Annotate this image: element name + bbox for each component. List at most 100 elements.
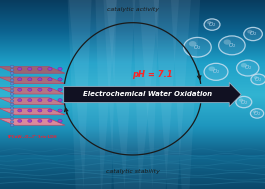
Circle shape [48, 109, 52, 112]
Circle shape [209, 67, 215, 71]
Polygon shape [0, 108, 65, 115]
Polygon shape [171, 0, 200, 189]
Circle shape [253, 110, 257, 113]
Circle shape [236, 96, 252, 108]
Circle shape [18, 67, 22, 70]
Polygon shape [0, 67, 65, 73]
Circle shape [38, 119, 42, 122]
Circle shape [10, 79, 14, 82]
Circle shape [204, 19, 220, 30]
Polygon shape [95, 0, 117, 189]
Text: catalytic stability: catalytic stability [106, 170, 160, 174]
Circle shape [10, 93, 14, 95]
Text: $O_2$: $O_2$ [193, 43, 202, 52]
Circle shape [28, 99, 32, 102]
Circle shape [10, 89, 14, 92]
Text: $O_2$: $O_2$ [240, 98, 248, 107]
Circle shape [28, 119, 32, 122]
Circle shape [219, 36, 245, 55]
Circle shape [10, 100, 14, 102]
Polygon shape [0, 155, 265, 189]
Circle shape [222, 90, 227, 94]
Text: $O_2$: $O_2$ [224, 90, 232, 99]
Circle shape [10, 110, 14, 113]
Circle shape [224, 40, 231, 45]
Polygon shape [106, 0, 159, 189]
Circle shape [250, 109, 264, 118]
Circle shape [10, 107, 14, 110]
Text: $O_2$: $O_2$ [254, 75, 263, 84]
Circle shape [10, 124, 14, 127]
Circle shape [247, 30, 253, 34]
Circle shape [254, 76, 258, 79]
Circle shape [18, 78, 22, 81]
Circle shape [10, 103, 14, 106]
Polygon shape [0, 119, 65, 125]
Text: $O_2$: $O_2$ [212, 67, 220, 76]
Circle shape [48, 78, 52, 81]
Circle shape [10, 82, 14, 85]
Circle shape [38, 78, 42, 81]
Circle shape [10, 97, 14, 99]
Circle shape [195, 90, 208, 99]
Circle shape [48, 67, 52, 70]
Circle shape [48, 88, 52, 91]
Text: $O_2$: $O_2$ [197, 90, 206, 99]
Circle shape [207, 21, 211, 24]
Polygon shape [0, 98, 65, 105]
Circle shape [38, 88, 42, 91]
Text: catalytic activity: catalytic activity [107, 7, 158, 12]
Circle shape [58, 67, 62, 70]
Circle shape [10, 86, 14, 89]
Polygon shape [132, 0, 159, 189]
Circle shape [38, 109, 42, 112]
Circle shape [48, 119, 52, 122]
Circle shape [218, 87, 238, 102]
Circle shape [28, 109, 32, 112]
Circle shape [237, 60, 259, 76]
Circle shape [197, 91, 201, 94]
Text: Electrochemical Water Oxidation: Electrochemical Water Oxidation [83, 91, 212, 98]
Polygon shape [68, 0, 91, 189]
Circle shape [18, 99, 22, 102]
Text: pH = 7.1: pH = 7.1 [132, 70, 173, 79]
Polygon shape [69, 0, 117, 189]
Text: [PCnW₁₁O₃₉]⁸⁻/Iris-LDH: [PCnW₁₁O₃₉]⁸⁻/Iris-LDH [7, 135, 57, 139]
Circle shape [204, 63, 228, 80]
Circle shape [10, 113, 14, 116]
Circle shape [18, 88, 22, 91]
Polygon shape [103, 0, 135, 189]
Circle shape [38, 99, 42, 102]
Circle shape [10, 69, 14, 71]
Circle shape [58, 109, 62, 112]
Polygon shape [139, 0, 179, 189]
Circle shape [244, 27, 262, 41]
Circle shape [28, 78, 32, 81]
Circle shape [28, 67, 32, 70]
Text: $O_2$: $O_2$ [208, 20, 216, 29]
Circle shape [251, 74, 265, 85]
Circle shape [58, 78, 62, 81]
Polygon shape [0, 77, 65, 84]
Circle shape [58, 99, 62, 102]
Circle shape [10, 65, 14, 68]
Circle shape [10, 121, 14, 123]
Text: $O_2$: $O_2$ [249, 29, 257, 39]
Circle shape [10, 76, 14, 78]
Polygon shape [0, 87, 65, 94]
Text: $O_2$: $O_2$ [228, 41, 236, 50]
Circle shape [10, 72, 14, 74]
Circle shape [38, 67, 42, 70]
FancyArrow shape [64, 82, 241, 107]
Circle shape [58, 119, 62, 122]
Text: $O_2$: $O_2$ [253, 109, 261, 118]
Circle shape [48, 99, 52, 102]
Circle shape [189, 41, 197, 46]
Circle shape [184, 37, 211, 57]
Circle shape [58, 88, 62, 91]
Text: $O_2$: $O_2$ [244, 64, 252, 73]
Circle shape [28, 88, 32, 91]
Circle shape [10, 117, 14, 120]
Circle shape [239, 98, 243, 102]
Circle shape [18, 109, 22, 112]
